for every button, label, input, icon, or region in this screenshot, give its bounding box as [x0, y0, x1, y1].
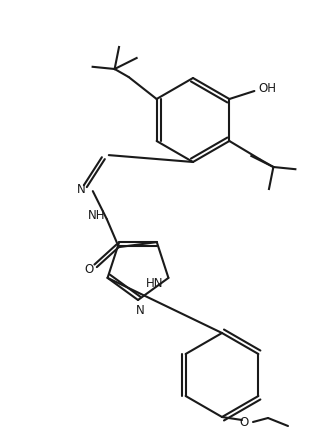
- Text: NH: NH: [88, 208, 106, 222]
- Text: O: O: [84, 263, 93, 276]
- Text: N: N: [136, 304, 144, 316]
- Text: OH: OH: [258, 83, 277, 96]
- Text: HN: HN: [146, 277, 163, 291]
- Text: N: N: [76, 183, 85, 196]
- Text: O: O: [239, 416, 249, 429]
